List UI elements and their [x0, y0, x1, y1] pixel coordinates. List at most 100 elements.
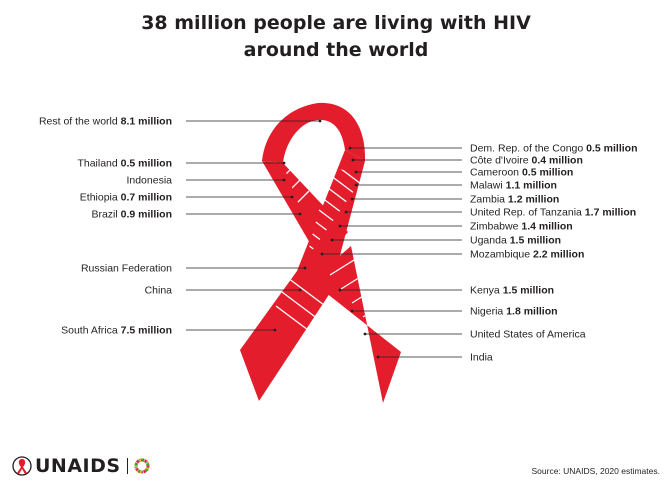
label-rest-of-the-world-country: Rest of the world [39, 116, 118, 128]
label-ethiopia: Ethiopia 0.7 million [80, 192, 172, 204]
label-uganda: Uganda 1.5 million [470, 235, 561, 247]
leader-dot-cameroon [354, 170, 358, 174]
leader-dot-united-states-of-america [363, 332, 367, 336]
title-line-2: around the world [243, 39, 429, 61]
label-united-states-of-america: United States of America [470, 329, 586, 341]
label-brazil-country: Brazil [91, 209, 117, 221]
label-russian-federation-country: Russian Federation [81, 263, 172, 275]
label-mozambique-value: 2.2 million [530, 249, 584, 261]
unaids-logo: UNAIDS [12, 455, 150, 477]
leader-dot-nigeria [350, 309, 354, 313]
label-dem-rep-of-the-congo-value: 0.5 million [583, 143, 637, 155]
label-kenya-country: Kenya [470, 285, 500, 297]
leader-dot-kenya [338, 288, 342, 292]
label-kenya: Kenya 1.5 million [470, 285, 554, 297]
label-nigeria: Nigeria 1.8 million [470, 306, 558, 318]
leader-dot-c-te-d-ivoire [351, 158, 355, 162]
label-south-africa-country: South Africa [61, 325, 118, 337]
leader-dot-thailand [282, 161, 286, 165]
label-c-te-d-ivoire-value: 0.4 million [529, 155, 583, 167]
label-zimbabwe-value: 1.4 million [518, 221, 572, 233]
leader-dot-china [298, 288, 302, 292]
sdg-wheel-icon [134, 458, 150, 474]
leader-lines [186, 119, 462, 359]
label-thailand-value: 0.5 million [118, 158, 172, 170]
logo-wordmark: UNAIDS [35, 455, 121, 477]
leader-dot-russian-federation [303, 266, 307, 270]
red-ribbon-logo-icon [12, 456, 32, 476]
ribbon-loop [262, 102, 366, 163]
leader-dot-united-rep-of-tanzania [344, 210, 348, 214]
leader-dot-zambia [350, 197, 354, 201]
ribbon-loop-hole [290, 132, 340, 200]
leader-dot-malawi [354, 183, 358, 187]
label-indonesia-country: Indonesia [126, 175, 172, 187]
label-c-te-d-ivoire: Côte d'Ivoire 0.4 million [470, 155, 583, 167]
label-ethiopia-value: 0.7 million [118, 192, 172, 204]
leader-dot-ethiopia [290, 195, 294, 199]
leader-dot-indonesia [282, 178, 286, 182]
label-china-country: China [145, 285, 173, 297]
ribbon-shape [240, 102, 401, 403]
chart-title: 38 million people are living with HIV ar… [0, 10, 672, 64]
label-south-africa-value: 7.5 million [118, 325, 172, 337]
source-note: Source: UNAIDS, 2020 estimates. [531, 466, 660, 476]
label-malawi-value: 1.1 million [503, 180, 557, 192]
label-dem-rep-of-the-congo-country: Dem. Rep. of the Congo [470, 143, 583, 155]
label-united-states-of-america-country: United States of America [470, 329, 586, 341]
leader-dot-zimbabwe [338, 224, 342, 228]
label-thailand: Thailand 0.5 million [77, 158, 172, 170]
leader-dot-south-africa [273, 328, 277, 332]
label-united-rep-of-tanzania: United Rep. of Tanzania 1.7 million [470, 207, 636, 219]
label-c-te-d-ivoire-country: Côte d'Ivoire [470, 155, 529, 167]
label-cameroon-country: Cameroon [470, 167, 519, 179]
label-mozambique-country: Mozambique [470, 249, 530, 261]
label-zambia: Zambia 1.2 million [470, 194, 559, 206]
stripe-left-2 [283, 156, 304, 188]
leader-dot-brazil [298, 212, 302, 216]
leader-dot-uganda [330, 238, 334, 242]
ribbon-front-strand [240, 150, 365, 401]
label-brazil-value: 0.9 million [118, 209, 172, 221]
country-labels: Rest of the world 8.1 million Thailand 0.… [39, 116, 638, 364]
label-thailand-country: Thailand [77, 158, 117, 170]
stripe-lower-left-3 [287, 277, 329, 309]
label-nigeria-country: Nigeria [470, 306, 503, 318]
label-dem-rep-of-the-congo: Dem. Rep. of the Congo 0.5 million [470, 143, 638, 155]
label-cameroon: Cameroon 0.5 million [470, 167, 573, 179]
leader-dot-rest-of-the-world [318, 119, 322, 123]
label-united-rep-of-tanzania-value: 1.7 million [582, 207, 636, 219]
label-mozambique: Mozambique 2.2 million [470, 249, 584, 261]
leader-dot-mozambique [320, 252, 324, 256]
label-india: India [470, 352, 493, 364]
label-south-africa: South Africa 7.5 million [61, 325, 172, 337]
label-russian-federation: Russian Federation [81, 263, 172, 275]
stripe-lower-right-4 [362, 291, 401, 318]
label-zambia-country: Zambia [470, 194, 505, 206]
title-line-1: 38 million people are living with HIV [141, 12, 531, 34]
label-uganda-value: 1.5 million [507, 235, 561, 247]
label-zimbabwe: Zimbabwe 1.4 million [470, 221, 573, 233]
leader-dot-india [376, 355, 380, 359]
label-brazil: Brazil 0.9 million [91, 209, 172, 221]
label-ethiopia-country: Ethiopia [80, 192, 118, 204]
label-india-country: India [470, 352, 493, 364]
label-malawi-country: Malawi [470, 180, 503, 192]
label-nigeria-value: 1.8 million [503, 306, 557, 318]
label-uganda-country: Uganda [470, 235, 507, 247]
label-kenya-value: 1.5 million [500, 285, 554, 297]
logo-divider [126, 458, 128, 474]
stripe-lower-right-5 [373, 305, 401, 332]
label-china: China [145, 285, 173, 297]
label-malawi: Malawi 1.1 million [470, 180, 557, 192]
label-rest-of-the-world: Rest of the world 8.1 million [39, 116, 172, 128]
ribbon-right-leg [311, 246, 401, 403]
label-zambia-value: 1.2 million [505, 194, 559, 206]
leader-dot-dem-rep-of-the-congo [348, 146, 352, 150]
label-zimbabwe-country: Zimbabwe [470, 221, 519, 233]
label-united-rep-of-tanzania-country: United Rep. of Tanzania [470, 207, 582, 219]
label-indonesia: Indonesia [126, 175, 172, 187]
label-rest-of-the-world-value: 8.1 million [118, 116, 172, 128]
label-cameroon-value: 0.5 million [519, 167, 573, 179]
